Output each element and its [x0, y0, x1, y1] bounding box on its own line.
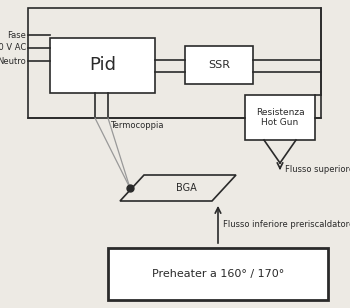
Text: Neutro: Neutro — [0, 56, 26, 66]
Text: BGA: BGA — [176, 183, 196, 193]
Polygon shape — [120, 175, 236, 201]
Text: Termocoppia: Termocoppia — [110, 121, 163, 130]
Text: Fase: Fase — [7, 30, 26, 39]
Text: Flusso inferiore preriscaldatore: Flusso inferiore preriscaldatore — [223, 220, 350, 229]
Text: Flusso superiore (top): Flusso superiore (top) — [285, 164, 350, 173]
Text: Pid: Pid — [89, 56, 116, 75]
Bar — [50, 38, 155, 93]
Text: 220 V AC: 220 V AC — [0, 43, 26, 52]
Text: Preheater a 160° / 170°: Preheater a 160° / 170° — [152, 269, 284, 279]
Bar — [245, 95, 315, 140]
Bar — [28, 8, 321, 118]
Bar — [185, 46, 253, 84]
Text: Resistenza
Hot Gun: Resistenza Hot Gun — [256, 108, 304, 127]
Bar — [108, 248, 328, 300]
Text: SSR: SSR — [208, 60, 230, 70]
